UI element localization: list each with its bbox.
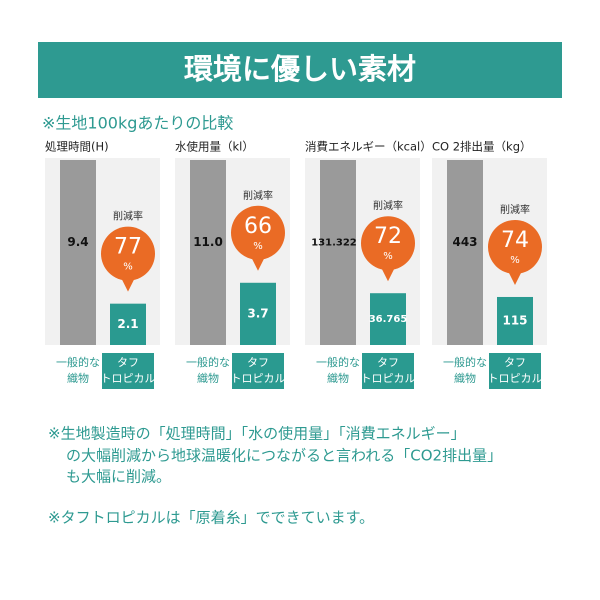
category-label: 一般的な bbox=[186, 355, 230, 369]
category-box bbox=[489, 353, 541, 389]
bar bbox=[320, 160, 356, 345]
value-label: 11.0 bbox=[193, 235, 223, 249]
badge-label: 削減率 bbox=[500, 203, 530, 216]
category-label: トロピカル bbox=[361, 372, 416, 385]
title: 環境に優しい素材 bbox=[184, 52, 416, 86]
badge-unit: % bbox=[123, 262, 133, 273]
value-label: 36.765 bbox=[369, 314, 408, 325]
note: ※タフトロピカルは「原着糸」でできています。 bbox=[48, 509, 374, 527]
category-box bbox=[102, 353, 154, 389]
badge-unit: % bbox=[383, 251, 393, 262]
category-label: トロピカル bbox=[231, 372, 286, 385]
category-label: 一般的な bbox=[316, 355, 360, 369]
category-label: 織物 bbox=[197, 371, 219, 385]
value-label: 9.4 bbox=[67, 235, 88, 249]
badge-label: 削減率 bbox=[243, 189, 273, 202]
category-label: 織物 bbox=[454, 371, 476, 385]
value-label: 115 bbox=[502, 313, 527, 327]
chart-title: 消費エネルギー（kcal） bbox=[305, 140, 432, 154]
bar bbox=[447, 160, 483, 345]
bar bbox=[370, 293, 406, 345]
bar bbox=[497, 296, 533, 345]
value-label: 443 bbox=[452, 235, 477, 249]
chart-title: 処理時間(H) bbox=[45, 140, 109, 154]
chart-title: 水使用量（kl） bbox=[175, 140, 254, 154]
category-label: タフ bbox=[377, 356, 399, 369]
badge-value: 66 bbox=[244, 214, 272, 239]
bar bbox=[60, 160, 96, 345]
badge bbox=[231, 205, 285, 260]
badge-label: 削減率 bbox=[373, 199, 403, 212]
value-label: 131.322 bbox=[311, 238, 357, 249]
badge-label: 削減率 bbox=[113, 210, 143, 223]
badge bbox=[488, 219, 542, 274]
category-label: タフ bbox=[117, 356, 139, 369]
category-label: タフ bbox=[504, 356, 526, 369]
note: の大幅削減から地球温暖化につながると言われる「CO2排出量」 bbox=[66, 447, 502, 465]
category-label: トロピカル bbox=[101, 372, 156, 385]
category-box bbox=[232, 353, 284, 389]
badge-unit: % bbox=[253, 241, 263, 252]
category-label: トロピカル bbox=[488, 372, 543, 385]
bar bbox=[190, 160, 226, 345]
badge-unit: % bbox=[510, 255, 520, 266]
category-label: 織物 bbox=[67, 371, 89, 385]
bar bbox=[240, 282, 276, 345]
badge bbox=[101, 226, 155, 281]
badge-value: 77 bbox=[114, 235, 142, 260]
note: も大幅に削減。 bbox=[66, 468, 171, 486]
value-label: 2.1 bbox=[117, 317, 138, 331]
category-label: 一般的な bbox=[56, 355, 100, 369]
subtitle: ※生地100kgあたりの比較 bbox=[42, 114, 233, 133]
value-label: 3.7 bbox=[247, 306, 268, 320]
badge bbox=[361, 216, 415, 271]
note: ※生地製造時の「処理時間」「水の使用量」「消費エネルギー」 bbox=[48, 425, 466, 443]
badge-value: 74 bbox=[501, 228, 529, 253]
chart-title: CO 2排出量（kg） bbox=[432, 140, 532, 154]
category-label: 一般的な bbox=[443, 355, 487, 369]
badge-value: 72 bbox=[374, 224, 402, 249]
category-box bbox=[362, 353, 414, 389]
category-label: タフ bbox=[247, 356, 269, 369]
category-label: 織物 bbox=[327, 371, 349, 385]
header-band bbox=[38, 42, 562, 98]
bar bbox=[110, 303, 146, 345]
